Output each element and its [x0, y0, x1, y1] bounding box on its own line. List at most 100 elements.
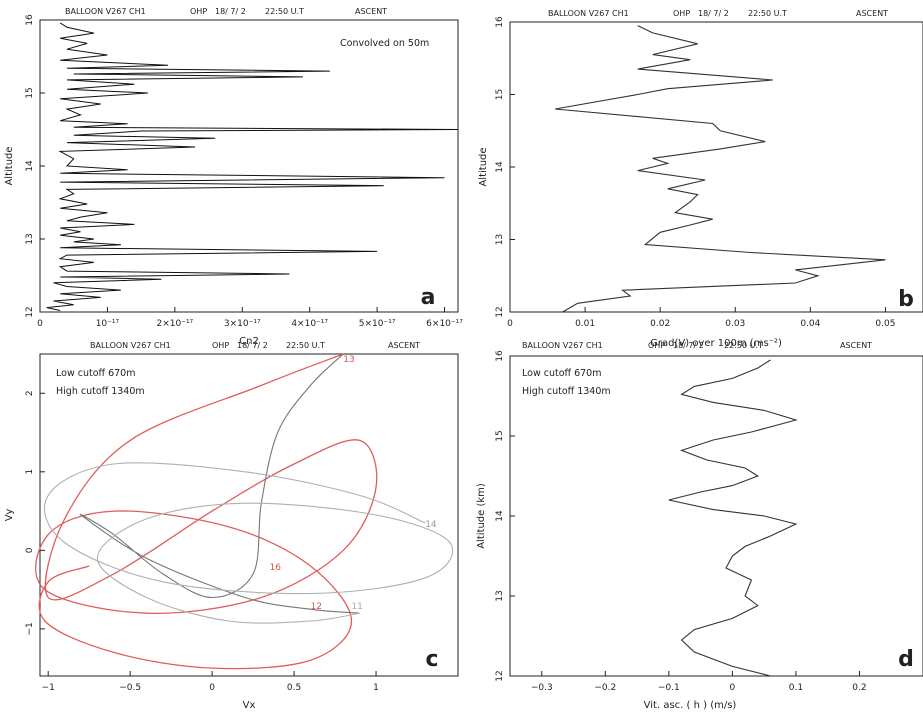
header-title: BALLOON V267 CH1	[65, 7, 146, 16]
x-tick-label: 10⁻¹⁷	[96, 319, 120, 329]
y-tick-label: 16	[495, 350, 505, 362]
x-tick-label: −1	[42, 683, 55, 693]
x-tick-label: −0.2	[594, 683, 616, 693]
y-tick-label: 14	[495, 510, 505, 522]
y-tick-label: 15	[495, 89, 505, 100]
y-axis-label: Altitude	[4, 146, 15, 185]
point-label: 12	[310, 602, 321, 612]
x-tick-label: −0.3	[531, 683, 553, 693]
header-date: 18/ 7/ 2	[673, 341, 704, 350]
tick-group: 0 0.01 0.02 0.03 0.04 0.05 12 13 14 15 16	[495, 16, 895, 329]
plot-frame	[39, 19, 459, 313]
header-date: 18/ 7/ 2	[215, 7, 246, 16]
point-label: 16	[269, 563, 281, 573]
x-tick-label: 0	[730, 683, 736, 693]
header-mode: ASCENT	[355, 7, 387, 16]
header-title: BALLOON V267 CH1	[522, 341, 603, 350]
x-axis-label: Grad(V) over 100m (ms⁻²)	[650, 338, 782, 349]
x-tick-label: 0.1	[789, 683, 803, 693]
plot-frame	[509, 355, 923, 677]
header-site: OHP	[648, 341, 665, 350]
y-tick-label: 14	[25, 160, 35, 172]
y-tick-label: 16	[495, 16, 505, 28]
x-tick-label: 0	[507, 319, 513, 329]
y-tick-label: 13	[25, 233, 35, 244]
x-tick-label: 0.03	[725, 319, 745, 329]
panel-d: BALLOON V267 CH1 OHP 18/ 7/ 2 22:50 U.T …	[476, 341, 923, 711]
header-site: OHP	[212, 341, 229, 350]
series-line	[79, 353, 360, 614]
header-time: 22:50 U.T	[748, 9, 787, 18]
header-time: 22:50 U.T	[286, 341, 325, 350]
header-time: 22:50 U.T	[724, 341, 763, 350]
y-tick-label: 15	[495, 430, 505, 441]
point-label: 13	[343, 355, 354, 365]
x-tick-label: 0.02	[650, 319, 670, 329]
header-time: 22:50 U.T	[265, 7, 304, 16]
x-tick-label: 6×10⁻¹⁷	[426, 319, 463, 329]
y-tick-label: 13	[495, 590, 505, 601]
x-axis-label: Cn2	[239, 336, 259, 347]
plot-frame	[509, 21, 923, 313]
header-title: BALLOON V267 CH1	[548, 9, 629, 18]
x-tick-label: 0.01	[575, 319, 595, 329]
y-tick-label: 13	[495, 234, 505, 245]
tick-group: 0 10⁻¹⁷ 2×10⁻¹⁷ 3×10⁻¹⁷ 4×10⁻¹⁷ 5×10⁻¹⁷ 6×10⁻¹…	[25, 14, 463, 329]
x-tick-label: 4×10⁻¹⁷	[291, 319, 328, 329]
x-tick-label: 1	[373, 683, 379, 693]
x-tick-label: 0.04	[800, 319, 820, 329]
panel-label: a	[421, 285, 436, 310]
annotation-high-cutoff: High cutoff 1340m	[56, 386, 145, 397]
point-label: 11	[351, 602, 362, 612]
panel-label: c	[425, 647, 438, 672]
annotation-high-cutoff: High cutoff 1340m	[522, 386, 611, 397]
annotation-low-cutoff: Low cutoff 670m	[522, 368, 601, 379]
header-title: BALLOON V267 CH1	[90, 341, 171, 350]
y-axis-label: Vy	[4, 509, 15, 522]
x-tick-label: −0.5	[119, 683, 141, 693]
tick-group: −0.3 −0.2 −0.1 0 0.1 0.2 12 13 14 15 16	[495, 350, 867, 693]
header-mode: ASCENT	[840, 341, 872, 350]
header-date: 18/ 7/ 2	[698, 9, 729, 18]
point-label-group: 13 14 16 12 11	[269, 355, 436, 612]
x-axis-label: Vx	[243, 700, 256, 711]
x-tick-label: 0.05	[875, 319, 895, 329]
header-site: OHP	[673, 9, 690, 18]
header-mode: ASCENT	[856, 9, 888, 18]
x-tick-label: 0	[209, 683, 215, 693]
x-tick-label: 2×10⁻¹⁷	[156, 319, 193, 329]
annotation: Convolved on 50m	[340, 38, 429, 49]
annotation-low-cutoff: Low cutoff 670m	[56, 368, 135, 379]
y-tick-label: 14	[495, 161, 505, 173]
x-axis-label: Vit. asc. ( h ) (m/s)	[644, 700, 737, 711]
header-mode: ASCENT	[388, 341, 420, 350]
y-tick-label: 16	[25, 14, 35, 26]
y-tick-label: 1	[25, 469, 35, 475]
panel-label: d	[898, 647, 914, 672]
y-axis-label: Altitude	[478, 147, 489, 186]
x-tick-label: −0.1	[658, 683, 680, 693]
series-line	[46, 22, 459, 311]
panel-a: BALLOON V267 CH1 OHP 18/ 7/ 2 22:50 U.T …	[4, 7, 463, 347]
y-tick-label: 2	[25, 390, 35, 396]
point-label: 14	[425, 520, 437, 530]
x-tick-label: 0.2	[852, 683, 866, 693]
y-tick-label: −1	[25, 622, 35, 635]
panel-label: b	[898, 287, 914, 312]
series-line	[35, 353, 378, 670]
y-tick-label: 12	[495, 306, 505, 317]
panel-c: BALLOON V267 CH1 OHP 18/ 7/ 2 22:50 U.T …	[4, 341, 459, 711]
series-line	[44, 462, 454, 624]
x-tick-label: 3×10⁻¹⁷	[224, 319, 261, 329]
y-tick-label: 0	[25, 547, 35, 553]
series-line	[668, 359, 798, 677]
y-tick-label: 12	[25, 306, 35, 317]
y-tick-label: 12	[495, 670, 505, 681]
header-site: OHP	[190, 7, 207, 16]
x-tick-label: 0	[37, 319, 43, 329]
x-tick-label: 0.5	[287, 683, 301, 693]
header-date: 18/ 7/ 2	[237, 341, 268, 350]
panel-b: BALLOON V267 CH1 OHP 18/ 7/ 2 22:50 U.T …	[478, 9, 923, 349]
